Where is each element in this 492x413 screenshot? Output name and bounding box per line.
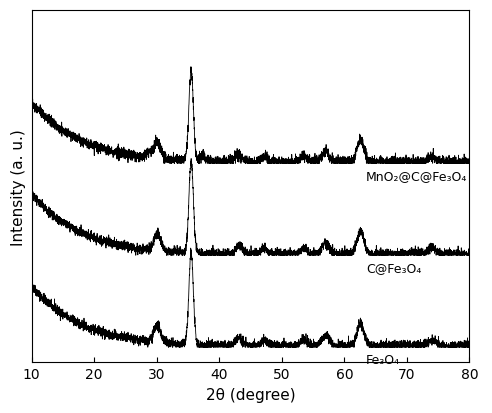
Y-axis label: Intensity (a. u.): Intensity (a. u.) (11, 128, 26, 245)
Text: Fe₃O₄: Fe₃O₄ (366, 353, 400, 366)
Text: C@Fe₃O₄: C@Fe₃O₄ (366, 261, 422, 274)
Text: MnO₂@C@Fe₃O₄: MnO₂@C@Fe₃O₄ (366, 169, 467, 183)
X-axis label: 2θ (degree): 2θ (degree) (206, 387, 295, 402)
